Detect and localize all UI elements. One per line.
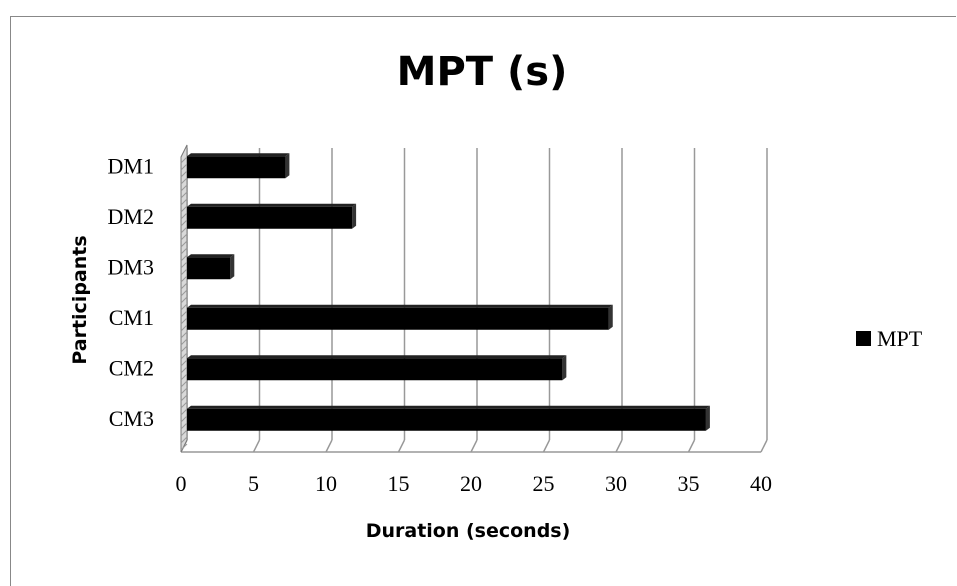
- wall-hatch: [180, 191, 188, 199]
- wall-hatch: [180, 436, 188, 444]
- bar-end: [230, 254, 235, 280]
- wall-hatch: [180, 240, 188, 248]
- gridline-floor: [252, 439, 261, 453]
- wall-hatch: [180, 296, 188, 304]
- x-axis-title: Duration (seconds): [366, 520, 571, 542]
- wall-hatch: [180, 380, 188, 388]
- wall-hatch: [180, 261, 188, 269]
- x-tick-label: 15: [388, 471, 410, 496]
- wall-hatch: [180, 422, 188, 430]
- wall-hatch: [180, 275, 188, 283]
- bar-end: [608, 304, 613, 330]
- bar: [187, 206, 353, 229]
- gridline-floor: [325, 439, 333, 453]
- y-tick-label: DM1: [108, 153, 154, 178]
- bar: [187, 257, 231, 280]
- wall-hatch: [180, 184, 188, 192]
- y-tick-label: CM3: [109, 406, 154, 431]
- x-tick-label: 0: [176, 471, 187, 496]
- y-tick-label: DM2: [108, 204, 154, 229]
- wall-hatch: [180, 394, 188, 402]
- bar-top: [187, 405, 710, 409]
- wall-hatch: [180, 324, 188, 332]
- wall-hatch: [180, 310, 188, 318]
- bar: [187, 156, 286, 179]
- chart-walls: [180, 144, 188, 453]
- legend-label: MPT: [877, 326, 923, 351]
- wall-hatch: [180, 289, 188, 297]
- wall-hatch: [180, 163, 188, 171]
- wall-hatch: [180, 198, 188, 206]
- legend: MPT: [856, 326, 923, 351]
- wall-hatch: [180, 373, 188, 381]
- y-tick-label: DM3: [108, 254, 154, 279]
- bar: [187, 408, 706, 431]
- y-tick-label: CM1: [109, 305, 154, 330]
- wall-hatch: [180, 387, 188, 395]
- legend-swatch: [856, 331, 871, 346]
- x-tick-label: 20: [460, 471, 482, 496]
- bar-end: [705, 405, 710, 431]
- wall-hatch: [180, 317, 188, 325]
- gridline-floor: [687, 439, 696, 453]
- bar-top: [187, 254, 235, 258]
- bar-top: [187, 355, 567, 359]
- y-tick-labels: DM1 DM2 DM3 CM1 CM2 CM3: [108, 153, 154, 431]
- wall-hatch: [180, 345, 188, 353]
- wall-hatch: [180, 233, 188, 241]
- wall-hatch: [180, 408, 188, 416]
- bar-end: [562, 355, 567, 381]
- y-axis-title: Participants: [69, 235, 91, 364]
- wall-hatch: [180, 338, 188, 346]
- bar-top: [187, 304, 613, 308]
- wall-hatch: [180, 429, 188, 437]
- wall-hatch: [180, 366, 188, 374]
- wall-hatch: [180, 268, 188, 276]
- wall-hatch: [180, 443, 188, 451]
- bar: [187, 358, 563, 381]
- x-tick-label: 30: [605, 471, 627, 496]
- wall-hatch: [180, 415, 188, 423]
- bar-top: [187, 203, 357, 207]
- bar-end: [285, 153, 290, 179]
- y-tick-label: CM2: [109, 355, 154, 380]
- wall-hatch: [180, 212, 188, 220]
- wall-hatch: [180, 282, 188, 290]
- bars: [187, 153, 710, 431]
- wall-hatch: [180, 177, 188, 185]
- bar-end: [352, 203, 357, 229]
- gridline-floor: [397, 439, 406, 453]
- chart-title: MPT (s): [397, 49, 568, 95]
- wall-hatch: [180, 352, 188, 360]
- wall-hatch: [180, 359, 188, 367]
- gridline-floor: [615, 439, 623, 453]
- x-tick-label: 10: [315, 471, 337, 496]
- bar: [187, 307, 609, 330]
- wall-hatch: [180, 303, 188, 311]
- wall-hatch: [180, 401, 188, 409]
- gridline-floor: [470, 439, 478, 453]
- chart-frame: [10, 16, 956, 586]
- gridline-floor: [542, 439, 551, 453]
- bar-top: [187, 153, 290, 157]
- x-tick-label: 40: [750, 471, 772, 496]
- wall-hatch: [180, 254, 188, 262]
- wall-hatch: [180, 170, 188, 178]
- x-tick-labels: 0 5 10 15 20 25 30 35 40: [176, 471, 773, 496]
- x-tick-label: 5: [248, 471, 259, 496]
- wall-hatch: [180, 226, 188, 234]
- wall-hatch: [180, 156, 188, 164]
- wall-hatch: [180, 219, 188, 227]
- gridline-floor: [760, 439, 768, 453]
- x-tick-label: 25: [533, 471, 555, 496]
- wall-hatch: [180, 331, 188, 339]
- wall-hatch: [180, 247, 188, 255]
- wall-hatch: [180, 205, 188, 213]
- x-tick-label: 35: [678, 471, 700, 496]
